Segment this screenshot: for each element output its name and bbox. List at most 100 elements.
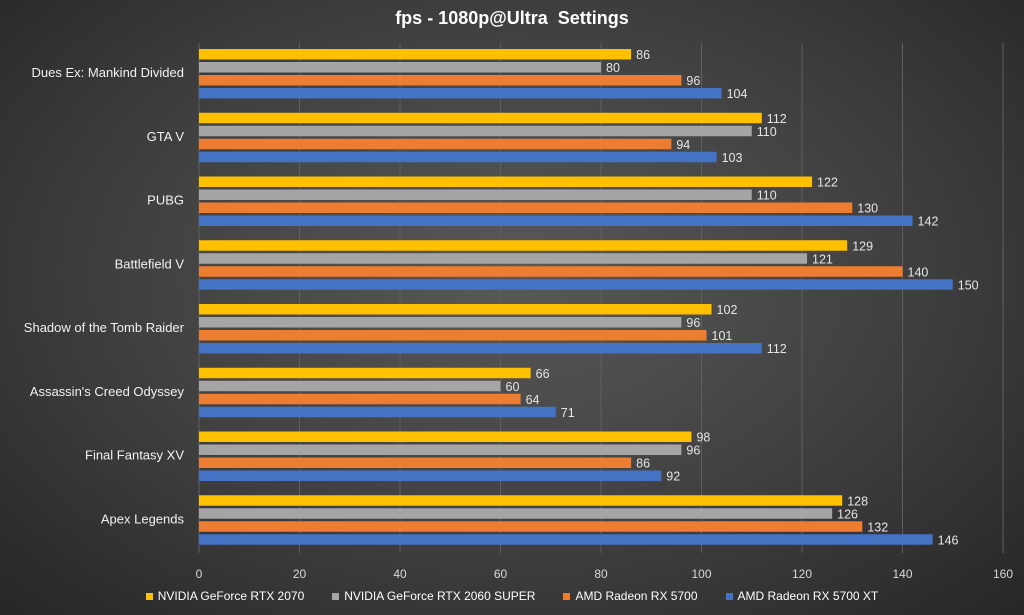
- data-label: 96: [686, 74, 700, 88]
- x-tick-label: 40: [393, 567, 407, 581]
- x-tick-label: 20: [293, 567, 307, 581]
- bar: [199, 253, 808, 264]
- bar: [199, 189, 752, 200]
- legend-item: NVIDIA GeForce RTX 2060 SUPER: [332, 589, 535, 603]
- bar: [199, 266, 903, 277]
- x-tick-label: 80: [594, 567, 608, 581]
- bar: [199, 495, 843, 506]
- bar: [199, 75, 682, 86]
- data-label: 60: [506, 380, 520, 394]
- bar: [199, 457, 632, 468]
- data-label: 110: [757, 125, 777, 139]
- legend-label: AMD Radeon RX 5700 XT: [737, 589, 879, 603]
- category-labels: Dues Ex: Mankind Divided GTA V PUBG Battlef…: [24, 65, 185, 526]
- category-label: Shadow of the Tomb Raider: [24, 320, 185, 335]
- category-label: Dues Ex: Mankind Divided: [32, 65, 184, 80]
- bar: [199, 534, 933, 545]
- bar: [199, 151, 717, 163]
- bar: [199, 444, 682, 455]
- legend-item: AMD Radeon RX 5700: [563, 589, 698, 603]
- bar: [199, 112, 762, 124]
- bar: [199, 367, 531, 379]
- bar: [199, 317, 682, 328]
- data-label: 64: [526, 393, 540, 407]
- bar: [199, 88, 722, 99]
- data-label: 104: [727, 87, 748, 101]
- data-label: 126: [837, 507, 858, 521]
- data-label: 121: [812, 252, 833, 266]
- bar: [199, 279, 953, 290]
- data-label: 122: [817, 176, 838, 190]
- category-label: Battlefield V: [115, 256, 185, 271]
- bar: [199, 125, 752, 137]
- category-label: Assassin's Creed Odyssey: [30, 384, 185, 399]
- bar: [199, 393, 521, 405]
- x-tick-label: 140: [892, 567, 912, 581]
- legend-swatch: [725, 592, 733, 600]
- legend-label: AMD Radeon RX 5700: [575, 589, 698, 603]
- legend-label: NVIDIA GeForce RTX 2070: [157, 589, 305, 603]
- data-label: 101: [712, 329, 733, 343]
- data-labels: 8680961041121109410312211013014212912114…: [506, 48, 979, 547]
- bar: [199, 431, 692, 442]
- legend-swatch: [332, 592, 340, 600]
- bar: [199, 138, 672, 150]
- data-label: 96: [686, 444, 700, 458]
- data-label: 102: [717, 303, 738, 317]
- category-label: GTA V: [147, 129, 185, 144]
- bar: [199, 304, 712, 315]
- data-label: 80: [606, 61, 620, 75]
- legend-item: AMD Radeon RX 5700 XT: [725, 589, 879, 603]
- bar: [199, 202, 853, 213]
- bar: [199, 240, 848, 251]
- data-label: 86: [636, 48, 650, 62]
- legend-swatch: [145, 592, 153, 600]
- data-label: 92: [666, 470, 680, 484]
- data-label: 110: [757, 189, 777, 203]
- data-label: 146: [938, 533, 959, 547]
- data-label: 150: [958, 278, 979, 292]
- category-label: Final Fantasy XV: [85, 448, 184, 463]
- legend-item: NVIDIA GeForce RTX 2070: [145, 589, 305, 603]
- data-label: 132: [867, 520, 888, 534]
- bar: [199, 215, 913, 226]
- x-tick-label: 100: [691, 567, 711, 581]
- legend: NVIDIA GeForce RTX 2070 NVIDIA GeForce RT…: [0, 589, 1024, 603]
- data-label: 128: [847, 494, 868, 508]
- data-label: 86: [636, 457, 650, 471]
- x-axis-ticks: 0 20 40 60 80 100 120 140 160: [196, 567, 1014, 581]
- bar: [199, 343, 762, 354]
- category-label: Apex Legends: [101, 511, 185, 526]
- data-label: 103: [722, 151, 743, 165]
- x-tick-label: 160: [993, 567, 1013, 581]
- data-label: 71: [561, 406, 575, 420]
- data-label: 94: [676, 138, 690, 152]
- category-label: PUBG: [147, 193, 184, 208]
- data-label: 98: [696, 431, 710, 445]
- bar: [199, 521, 863, 532]
- bar: [199, 470, 662, 481]
- data-label: 112: [767, 112, 787, 126]
- bar: [199, 406, 556, 418]
- data-label: 142: [918, 215, 939, 229]
- legend-swatch: [563, 592, 571, 600]
- x-tick-label: 0: [196, 567, 203, 581]
- chart-title: fps - 1080p@Ultra Settings: [395, 8, 629, 28]
- data-label: 112: [767, 342, 787, 356]
- bars: [199, 49, 953, 545]
- bar: [199, 330, 707, 341]
- x-tick-label: 60: [494, 567, 508, 581]
- data-label: 66: [536, 367, 550, 381]
- legend-label: NVIDIA GeForce RTX 2060 SUPER: [344, 589, 536, 603]
- data-label: 96: [686, 316, 700, 330]
- data-label: 140: [908, 265, 929, 279]
- x-tick-label: 120: [792, 567, 812, 581]
- data-label: 129: [852, 239, 873, 253]
- bar: [199, 49, 632, 60]
- bar: [199, 508, 833, 519]
- bar: [199, 176, 813, 187]
- bar: [199, 62, 601, 73]
- bar: [199, 380, 501, 392]
- data-label: 130: [857, 202, 878, 216]
